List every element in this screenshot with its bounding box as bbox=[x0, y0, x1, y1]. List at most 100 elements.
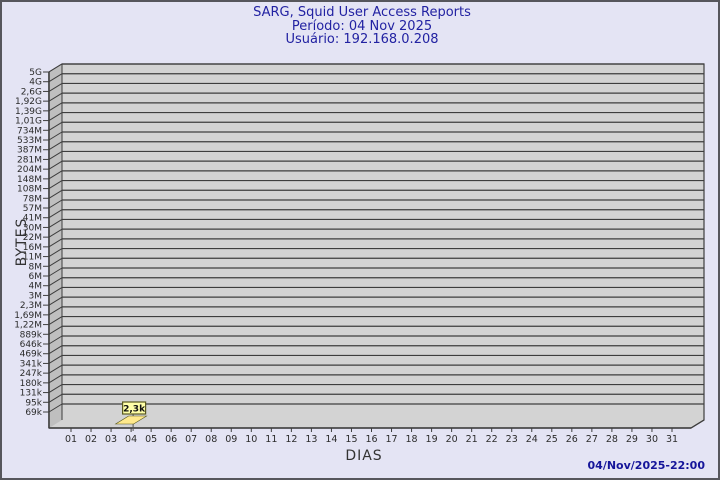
chart-period: Período: 04 Nov 2025 bbox=[291, 18, 433, 34]
x-tick-label: 03 bbox=[105, 434, 117, 445]
y-grid-wall-segment bbox=[48, 364, 63, 374]
y-grid-wall-segment bbox=[48, 384, 63, 393]
x-tick-label: 06 bbox=[165, 434, 177, 445]
y-tick-label: 1,69M bbox=[14, 311, 42, 321]
x-tick-label: 13 bbox=[305, 434, 317, 445]
x-tick-label: 25 bbox=[546, 434, 558, 445]
y-grid-wall-segment bbox=[48, 141, 63, 151]
y-grid-wall-segment bbox=[48, 296, 63, 306]
y-tick-label: 734M bbox=[17, 126, 42, 136]
y-grid-wall-segment bbox=[48, 121, 63, 131]
x-tick-label: 02 bbox=[85, 434, 97, 445]
y-grid-wall-segment bbox=[48, 73, 63, 83]
y-tick-label: 204M bbox=[17, 165, 42, 175]
x-tick-label: 04 bbox=[125, 434, 137, 445]
y-tick-label: 889k bbox=[20, 330, 43, 340]
y-grid-wall-segment bbox=[48, 403, 63, 413]
x-tick-label: 19 bbox=[426, 434, 438, 445]
y-tick-label: 148M bbox=[17, 175, 42, 185]
chart-header: SARG, Squid User Access Reports Período:… bbox=[2, 5, 718, 47]
y-tick-label: 4G bbox=[29, 78, 42, 88]
x-tick-label: 05 bbox=[145, 434, 157, 445]
left-wall bbox=[49, 64, 62, 428]
y-grid-wall-segment bbox=[48, 63, 63, 73]
x-tick-label: 20 bbox=[446, 434, 458, 445]
y-grid-wall-segment bbox=[48, 306, 63, 316]
y-tick-label: 469k bbox=[20, 350, 43, 360]
y-grid-wall-segment bbox=[48, 345, 63, 355]
y-tick-label: 69k bbox=[25, 408, 42, 418]
y-tick-label: 6M bbox=[29, 272, 43, 282]
x-tick-label: 08 bbox=[205, 434, 217, 445]
x-tick-label: 18 bbox=[406, 434, 418, 445]
x-tick-label: 28 bbox=[606, 434, 618, 445]
y-tick-label: 3M bbox=[29, 291, 43, 301]
y-grid-wall-segment bbox=[48, 131, 63, 141]
y-tick-label: 281M bbox=[17, 155, 42, 165]
y-tick-label: 341k bbox=[20, 359, 43, 369]
y-grid-wall-segment bbox=[48, 374, 63, 384]
x-tick-label: 31 bbox=[666, 434, 678, 445]
y-grid-wall-segment bbox=[48, 92, 63, 102]
x-tick-label: 01 bbox=[65, 434, 77, 445]
x-axis-title: DIAS bbox=[345, 448, 383, 464]
bar-value-label-box bbox=[121, 401, 147, 415]
y-grid-wall-segment bbox=[48, 248, 63, 257]
y-tick-label: 247k bbox=[20, 369, 43, 379]
y-grid-wall-segment bbox=[48, 325, 63, 335]
y-grid-wall-segment bbox=[48, 160, 63, 170]
y-tick-label: 5G bbox=[29, 68, 42, 78]
y-grid-wall-segment bbox=[48, 83, 63, 92]
x-tick-label: 15 bbox=[345, 434, 357, 445]
y-grid-wall-segment bbox=[48, 112, 63, 121]
y-tick-label: 108M bbox=[17, 185, 42, 195]
x-tick-label: 16 bbox=[365, 434, 377, 445]
y-grid-wall-segment bbox=[48, 199, 63, 209]
x-tick-label: 09 bbox=[225, 434, 237, 445]
bar bbox=[114, 415, 148, 425]
y-tick-label: 22M bbox=[23, 233, 42, 243]
y-grid-wall-segment bbox=[48, 219, 63, 228]
y-tick-label: 1,22M bbox=[14, 321, 42, 331]
y-tick-label: 4M bbox=[29, 282, 43, 292]
y-grid-wall-segment bbox=[48, 287, 63, 296]
x-tick-label: 17 bbox=[385, 434, 397, 445]
y-tick-label: 533M bbox=[17, 136, 42, 146]
x-tick-label: 29 bbox=[626, 434, 638, 445]
y-tick-label: 8M bbox=[29, 262, 43, 272]
y-grid-wall-segment bbox=[48, 238, 63, 248]
x-tick-label: 23 bbox=[506, 434, 518, 445]
x-tick-label: 30 bbox=[646, 434, 658, 445]
y-grid-wall-segment bbox=[48, 170, 63, 180]
y-grid-wall-segment bbox=[48, 189, 63, 199]
y-grid-wall-segment bbox=[48, 180, 63, 189]
y-tick-label: 95k bbox=[25, 398, 42, 408]
x-tick-label: 26 bbox=[566, 434, 578, 445]
y-grid-wall-segment bbox=[48, 151, 63, 160]
y-tick-label: 1,92G bbox=[15, 97, 42, 107]
y-grid-wall-segment bbox=[48, 102, 63, 112]
x-tick-label: 12 bbox=[285, 434, 297, 445]
y-tick-label: 41M bbox=[23, 214, 42, 224]
y-tick-label: 1,01G bbox=[15, 117, 42, 127]
y-tick-label: 2,6G bbox=[21, 87, 42, 97]
y-axis-title: BYTES bbox=[14, 218, 30, 267]
y-tick-label: 16M bbox=[23, 243, 42, 253]
chart-title: SARG, Squid User Access Reports bbox=[253, 5, 471, 20]
y-tick-label: 57M bbox=[23, 204, 42, 214]
y-grid-wall-segment bbox=[48, 257, 63, 267]
y-grid-wall-segment bbox=[48, 316, 63, 325]
y-grid-wall-segment bbox=[48, 267, 63, 277]
x-tick-label: 27 bbox=[586, 434, 598, 445]
x-tick-label: 11 bbox=[265, 434, 277, 445]
x-tick-label: 14 bbox=[325, 434, 337, 445]
x-tick-label: 10 bbox=[245, 434, 257, 445]
y-grid-wall-segment bbox=[48, 209, 63, 219]
bar-value-label: 2,3k bbox=[123, 405, 146, 415]
y-grid-wall-segment bbox=[48, 355, 63, 364]
y-grid-wall-segment bbox=[48, 393, 63, 403]
y-tick-label: 78M bbox=[23, 194, 42, 204]
y-grid-wall-segment bbox=[48, 277, 63, 287]
